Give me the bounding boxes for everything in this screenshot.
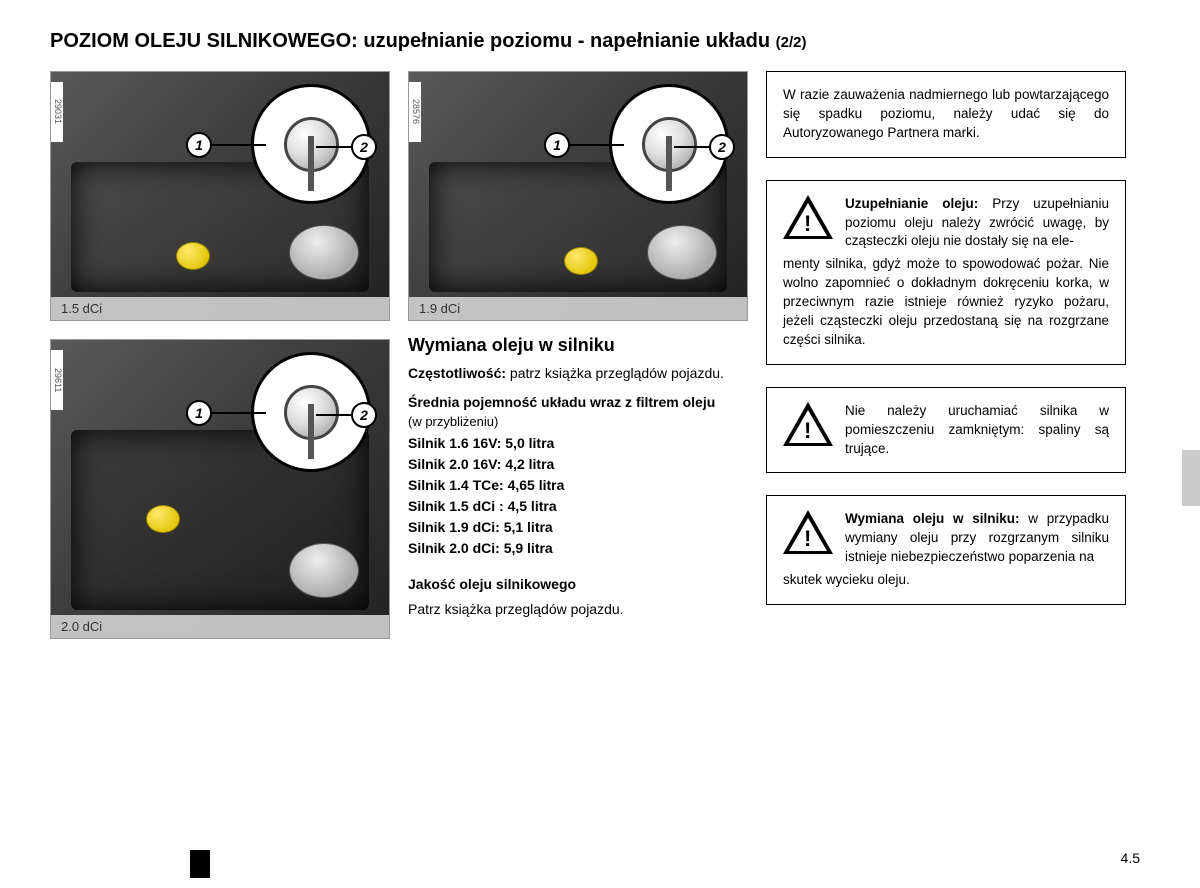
warning-icon: !: [783, 510, 833, 556]
box4-bold: Wymiana oleju w silniku:: [845, 511, 1019, 526]
cap-item: Silnik 1.9 dCi: 5,1 litra: [408, 517, 748, 538]
box2-bold: Uzupełnianie oleju:: [845, 196, 978, 211]
callout-1: 1: [186, 132, 212, 158]
engine-image-1: 29031 1 2 1.5 dCi: [50, 71, 390, 321]
box1-text: W razie zauważenia nadmiernego lub powta…: [783, 87, 1109, 140]
image-code-2: 28576: [408, 82, 421, 142]
cap-item: Silnik 2.0 dCi: 5,9 litra: [408, 538, 748, 559]
cap-item: Silnik 2.0 16V: 4,2 litra: [408, 454, 748, 475]
capacity-note: (w przybliżeniu): [408, 414, 748, 429]
freq-text: patrz książka przeglądów pojazdu.: [510, 365, 724, 381]
capacity-list: Silnik 1.6 16V: 5,0 litra Silnik 2.0 16V…: [408, 433, 748, 559]
box2-cont: menty silnika, gdyż może to spowodować p…: [783, 255, 1109, 349]
warning-icon: !: [783, 195, 833, 241]
warning-box-oil-change: ! Wymiana oleju w silniku: w przypadku w…: [766, 495, 1126, 605]
capacity-heading: Średnia pojemność układu wraz z filtrem …: [408, 393, 748, 412]
cap-item: Silnik 1.5 dCi : 4,5 litra: [408, 496, 748, 517]
callout-2: 2: [351, 134, 377, 160]
engine-label-3: 2.0 dCi: [51, 615, 389, 638]
box3-text: Nie należy uruchamiać silnika w pomieszc…: [845, 402, 1109, 459]
warning-box-oil-topup: ! Uzupełnianie oleju: Przy uzupełnianiu …: [766, 180, 1126, 365]
engine-image-2: 28576 1 2 1.9 dCi: [408, 71, 748, 321]
footer-mark: [190, 850, 210, 878]
page-number: 4.5: [1121, 850, 1140, 866]
callout-2: 2: [709, 134, 735, 160]
section-heading: Wymiana oleju w silniku: [408, 335, 748, 356]
callout-1: 1: [544, 132, 570, 158]
title-page: (2/2): [776, 34, 807, 51]
callout-2: 2: [351, 402, 377, 428]
image-code-1: 29031: [50, 82, 63, 142]
title-main: POZIOM OLEJU SILNIKOWEGO:: [50, 30, 358, 52]
frequency-para: Częstotliwość: patrz książka przeglądów …: [408, 364, 748, 383]
cap-item: Silnik 1.6 16V: 5,0 litra: [408, 433, 748, 454]
engine-label-1: 1.5 dCi: [51, 297, 389, 320]
quality-heading: Jakość oleju silnikowego: [408, 575, 748, 594]
cap-item: Silnik 1.4 TCe: 4,65 litra: [408, 475, 748, 496]
page-side-tab: [1182, 450, 1200, 506]
engine-image-3: 29611 1 2 2.0 dCi: [50, 339, 390, 639]
page-title: POZIOM OLEJU SILNIKOWEGO: uzupełnianie p…: [50, 30, 1150, 53]
box4-cont: skutek wycieku oleju.: [783, 571, 1109, 590]
title-sub: uzupełnianie poziomu - napełnianie układ…: [363, 30, 770, 52]
notice-box-1: W razie zauważenia nadmiernego lub powta…: [766, 71, 1126, 158]
engine-label-2: 1.9 dCi: [409, 297, 747, 320]
callout-1: 1: [186, 400, 212, 426]
warning-icon: !: [783, 402, 833, 448]
image-code-3: 29611: [50, 350, 63, 410]
freq-label: Częstotliwość:: [408, 365, 506, 381]
quality-text: Patrz książka przeglądów pojazdu.: [408, 600, 748, 619]
warning-box-exhaust: ! Nie należy uruchamiać silnika w pomies…: [766, 387, 1126, 474]
